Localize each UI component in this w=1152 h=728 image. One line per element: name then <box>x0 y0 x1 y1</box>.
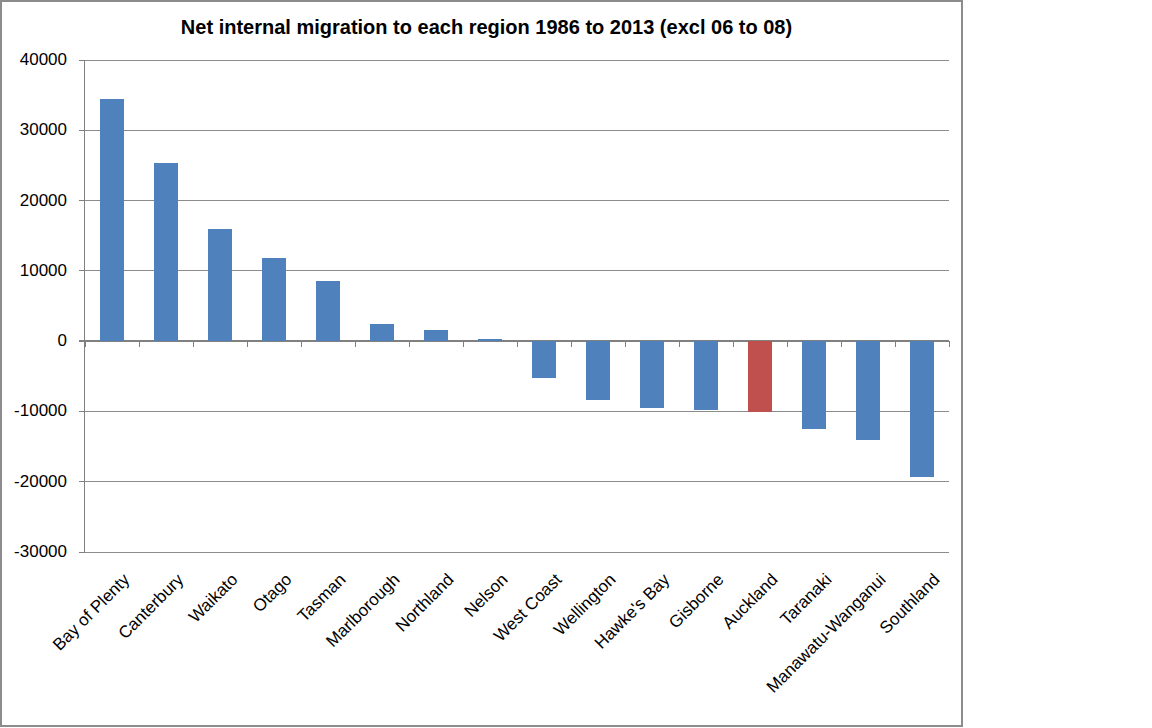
y-tick-label: 0 <box>3 331 67 351</box>
plot-area: 400003000020000100000-10000-20000-30000B… <box>0 0 1152 728</box>
x-axis-tick <box>139 341 140 347</box>
bar[interactable] <box>910 341 934 477</box>
bar[interactable] <box>154 163 178 342</box>
bar[interactable] <box>262 258 286 341</box>
x-axis-tick <box>787 341 788 347</box>
x-axis-tick <box>193 341 194 347</box>
bar[interactable] <box>370 324 394 342</box>
x-axis-tick <box>517 341 518 347</box>
gridline <box>85 200 949 201</box>
y-axis-line <box>84 60 85 552</box>
x-axis-tick <box>895 341 896 347</box>
gridline <box>85 552 949 553</box>
bar[interactable] <box>100 99 124 341</box>
x-axis-tick <box>949 341 950 347</box>
gridline <box>85 130 949 131</box>
chart-screenshot-root: Net internal migration to each region 19… <box>0 0 1152 728</box>
bar[interactable] <box>694 341 718 410</box>
bar[interactable] <box>640 341 664 408</box>
y-tick-label: 10000 <box>3 261 67 281</box>
y-tick-label: -10000 <box>3 401 67 421</box>
x-axis-tick <box>409 341 410 347</box>
gridline <box>85 481 949 482</box>
x-axis-tick <box>355 341 356 347</box>
bar[interactable] <box>856 341 880 439</box>
y-tick-label: -20000 <box>3 472 67 492</box>
gridline <box>85 60 949 61</box>
bar[interactable] <box>424 330 448 341</box>
x-axis-tick <box>301 341 302 347</box>
bar[interactable] <box>208 229 232 341</box>
bar[interactable] <box>532 341 556 378</box>
bar[interactable] <box>748 341 772 412</box>
y-tick-label: -30000 <box>3 542 67 562</box>
bar[interactable] <box>478 339 502 341</box>
x-axis-tick <box>571 341 572 347</box>
x-axis-tick <box>733 341 734 347</box>
x-axis-tick <box>625 341 626 347</box>
bar[interactable] <box>586 341 610 400</box>
y-tick-label: 40000 <box>3 50 67 70</box>
x-axis-tick <box>247 341 248 347</box>
x-axis-tick <box>463 341 464 347</box>
x-axis-tick <box>841 341 842 347</box>
bar[interactable] <box>802 341 826 429</box>
y-tick-label: 20000 <box>3 191 67 211</box>
x-axis-tick <box>85 341 86 347</box>
y-tick-label: 30000 <box>3 120 67 140</box>
x-axis-tick <box>679 341 680 347</box>
bar[interactable] <box>316 281 340 341</box>
